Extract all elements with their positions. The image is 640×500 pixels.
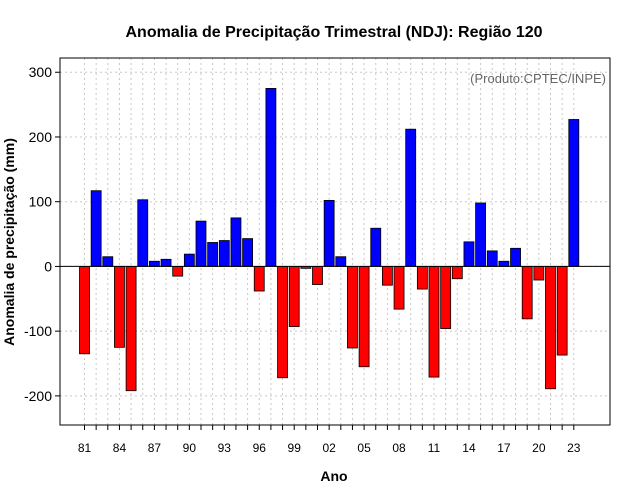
bar-07: [381, 266, 393, 286]
x-tick-label: 99: [288, 441, 302, 455]
bar-87: [148, 260, 160, 267]
x-tick-label: 08: [392, 441, 406, 455]
x-tick-label: 84: [113, 441, 127, 455]
y-tick-label: 200: [29, 129, 53, 145]
bar-23: [568, 119, 580, 267]
y-axis-label: Anomalia de precipitação (mm): [1, 138, 17, 346]
bar-01: [312, 266, 323, 285]
bar-16: [486, 250, 498, 267]
bar-08: [393, 266, 405, 310]
bar-82: [90, 190, 102, 267]
bar-06: [370, 227, 382, 267]
bar-03: [335, 256, 347, 267]
bar-13: [451, 266, 463, 280]
x-tick-label: 93: [218, 441, 232, 455]
bar-12: [440, 266, 452, 329]
bar-81: [79, 266, 90, 355]
x-tick-label: 20: [532, 441, 546, 455]
x-tick-label: 90: [183, 441, 197, 455]
chart-title: Anomalia de Precipitação Trimestral (NDJ…: [125, 24, 542, 41]
bar-97: [265, 88, 277, 267]
bar-95: [242, 238, 254, 267]
bar-93: [218, 240, 230, 267]
bar-21: [545, 266, 556, 390]
bar-05: [358, 266, 370, 368]
bar-91: [195, 220, 207, 267]
x-tick-label: 23: [567, 441, 581, 455]
source-annotation: (Produto:CPTEC/INPE): [470, 71, 606, 86]
bar-22: [556, 266, 568, 356]
bar-85: [125, 266, 137, 392]
y-tick-label: 300: [29, 64, 53, 80]
x-tick-label: 17: [497, 441, 511, 455]
plot-frame: [59, 57, 611, 426]
bar-84: [114, 266, 125, 348]
x-tick-label: 96: [253, 441, 267, 455]
bar-90: [183, 253, 195, 267]
bar-98: [277, 266, 288, 379]
x-tick-label: 11: [428, 441, 441, 455]
bars: [79, 88, 580, 392]
y-tick-label: 0: [44, 258, 52, 274]
bar-92: [207, 242, 219, 267]
bar-96: [253, 266, 265, 292]
bar-88: [160, 258, 172, 267]
bar-89: [172, 266, 184, 277]
bar-11: [428, 266, 440, 378]
bar-83: [102, 256, 114, 267]
bar-99: [288, 266, 300, 328]
y-tick-label: -100: [24, 323, 52, 339]
bar-94: [230, 217, 242, 267]
y-tick-label: 100: [29, 194, 53, 210]
x-tick-label: 14: [462, 441, 476, 455]
x-axis: 81 84 87 90 93 96 99 02 05 08 11 14 17 20 23: [78, 425, 581, 455]
x-tick-label: 05: [357, 441, 371, 455]
y-axis: -200 -100 0 100 200 300: [24, 64, 60, 404]
bar-14: [463, 241, 475, 267]
bar-15: [475, 202, 487, 267]
bar-10: [416, 266, 428, 290]
bar-18: [510, 247, 521, 267]
bar-04: [347, 266, 358, 349]
bar-86: [137, 199, 149, 267]
x-tick-label: 81: [78, 441, 92, 455]
bar-17: [498, 260, 510, 267]
bar-19: [521, 266, 533, 320]
bar-20: [533, 266, 545, 281]
y-tick-label: -200: [24, 388, 52, 404]
x-tick-label: 87: [148, 441, 162, 455]
bar-02: [323, 199, 335, 267]
bar-09: [405, 128, 417, 267]
x-tick-label: 02: [322, 441, 336, 455]
x-axis-label: Ano: [320, 468, 347, 484]
